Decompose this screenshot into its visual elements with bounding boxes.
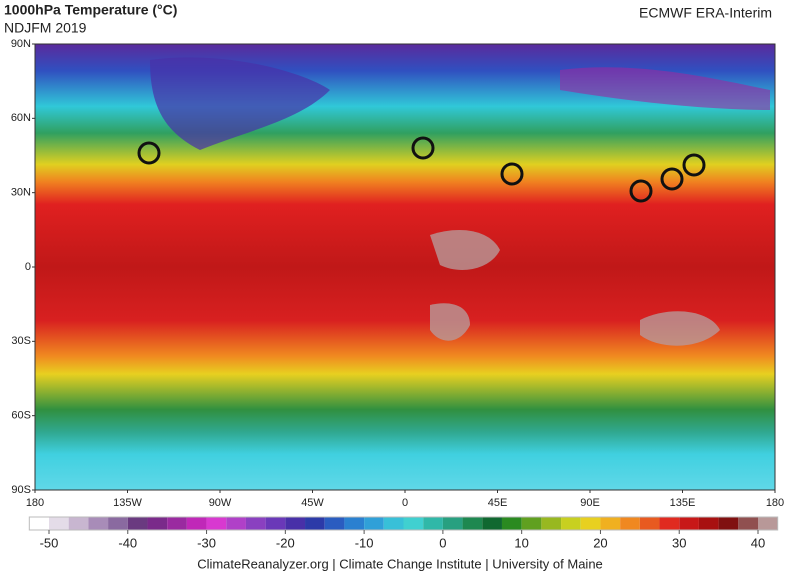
colorbar-swatch [147, 517, 168, 530]
colorbar-swatch [679, 517, 699, 530]
colorbar-swatch [403, 517, 424, 530]
colorbar-tick-label: -50 [40, 535, 59, 550]
colorbar: -50 -40 -30 -20 -10 0 10 20 30 40 [28, 516, 779, 550]
colorbar-swatch [226, 517, 246, 530]
colorbar-swatch [639, 517, 660, 530]
colorbar-swatch [659, 517, 680, 530]
colorbar-swatch [68, 517, 89, 530]
colorbar-swatch [600, 517, 621, 530]
lat-tick-label: 60N [11, 112, 31, 124]
colorbar-swatch [108, 517, 128, 530]
colorbar-swatch [718, 517, 739, 530]
colorbar-swatch [501, 517, 522, 530]
colorbar-swatch [245, 517, 266, 530]
marker [500, 162, 524, 186]
lat-tick-label: 90N [11, 38, 31, 50]
lon-tick-label: 180 [26, 497, 44, 509]
colorbar-swatch [698, 517, 719, 530]
marker [660, 167, 684, 191]
colorbar-swatch [29, 517, 49, 530]
colorbar-swatch [305, 517, 325, 530]
colorbar-tick-label: 40 [751, 535, 765, 550]
source: ECMWF ERA-Interim [639, 5, 772, 21]
colorbar-swatch [442, 517, 463, 530]
cold-region [560, 67, 770, 110]
colorbar-swatch [423, 517, 443, 530]
colorbar-swatch [285, 517, 306, 530]
lon-tick-label: 0 [402, 497, 408, 509]
colorbar-tick-label: -20 [276, 535, 295, 550]
colorbar-swatch [324, 517, 345, 530]
colorbar-swatch [482, 517, 502, 530]
colorbar-swatch [127, 517, 148, 530]
marker [137, 141, 161, 165]
subtitle: NDJFM 2019 [4, 20, 87, 36]
colorbar-swatch [167, 517, 187, 530]
colorbar-swatch [758, 517, 778, 530]
colorbar-tick-label: 0 [439, 535, 446, 550]
colorbar-swatch [580, 517, 601, 530]
colorbar-swatch [206, 517, 227, 530]
lat-tick-label: 30S [11, 335, 31, 347]
colorbar-swatch [265, 517, 286, 530]
colorbar-swatch [364, 517, 384, 530]
lon-tick-label: 45E [488, 497, 508, 509]
lat-tick-label: 90S [11, 484, 31, 496]
colorbar-swatch [620, 517, 640, 530]
lat-tick-label: 60S [11, 410, 31, 422]
lon-tick-label: 180 [766, 497, 784, 509]
colorbar-swatch [462, 517, 483, 530]
cold-region [150, 57, 330, 151]
lat-tick-label: 0 [25, 261, 31, 273]
colorbar-swatch [186, 517, 207, 530]
temperature-field [35, 44, 775, 490]
colorbar-tick-label: 30 [672, 535, 686, 550]
hot-region [640, 311, 720, 346]
colorbar-swatch [88, 517, 109, 530]
footer: ClimateReanalyzer.org | Climate Change I… [197, 556, 603, 571]
colorbar-swatch [49, 517, 69, 530]
lon-tick-label: 90W [209, 497, 232, 509]
lon-tick-label: 135E [670, 497, 696, 509]
colorbar-swatch [521, 517, 542, 530]
lat-tick-label: 30N [11, 187, 31, 199]
marker [682, 153, 706, 177]
colorbar-tick-label: -10 [355, 535, 374, 550]
colorbar-swatch [383, 517, 404, 530]
colorbar-swatch [541, 517, 562, 530]
marker [629, 179, 653, 203]
colorbar-tick-label: -30 [197, 535, 216, 550]
lon-tick-label: 135W [113, 497, 142, 509]
markers [137, 136, 706, 203]
map-field [34, 43, 776, 491]
colorbar-swatch [738, 517, 758, 530]
colorbar-frame [28, 516, 779, 531]
colorbar-tick-label: 20 [593, 535, 607, 550]
lon-tick-label: 90E [580, 497, 600, 509]
colorbar-swatch [344, 517, 365, 530]
colorbar-tick-label: 10 [514, 535, 528, 550]
colorbar-swatch [561, 517, 581, 530]
lon-tick-label: 45W [301, 497, 324, 509]
colorbar-tick-label: -40 [118, 535, 137, 550]
marker [411, 136, 435, 160]
hot-region [430, 303, 470, 341]
title: 1000hPa Temperature (°C) [4, 2, 177, 18]
hot-region [430, 230, 500, 270]
